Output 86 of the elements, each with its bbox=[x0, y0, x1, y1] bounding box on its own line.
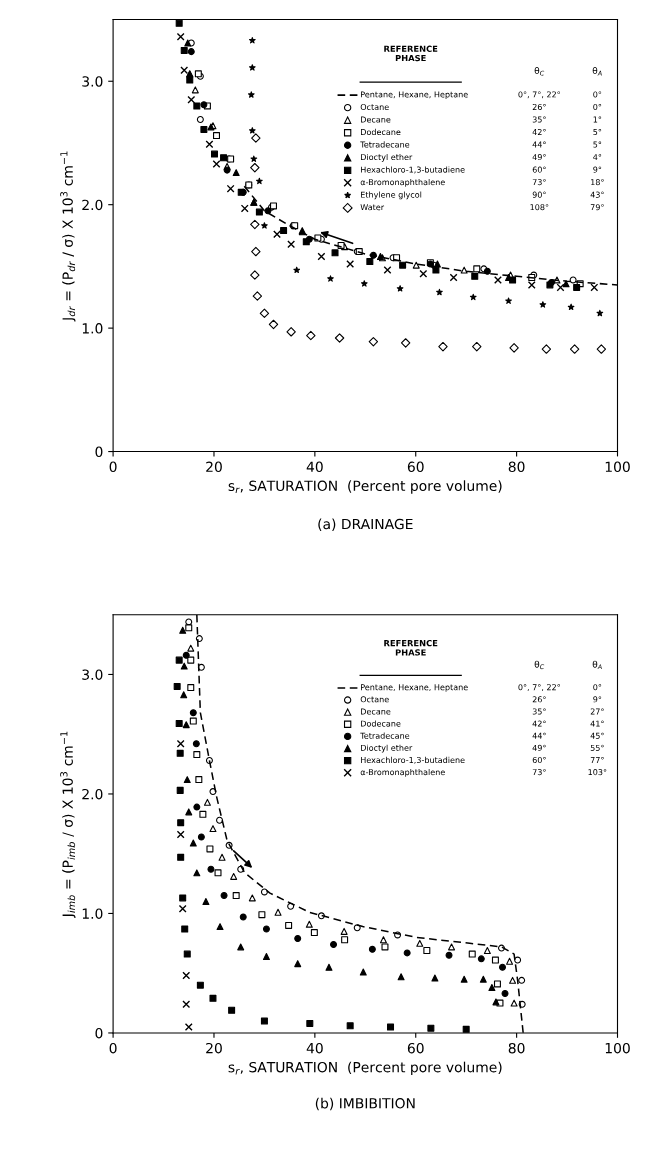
x-axis-title: s$_{r}$, SATURATION (Percent pore volume) bbox=[228, 480, 502, 494]
annotation: θ$_{C}$ bbox=[534, 660, 545, 670]
legend-label: α-Bromonaphthalene bbox=[360, 178, 445, 187]
y-tick-label: 0 bbox=[95, 446, 103, 458]
legend-label: Ethylene glycol bbox=[361, 191, 422, 200]
legend-label: Octane bbox=[360, 696, 389, 703]
annotation: 44° bbox=[532, 141, 546, 148]
text: (b) IMBIBITION bbox=[315, 1097, 415, 1111]
annotation: 27° bbox=[590, 708, 604, 715]
annotation: θ$_{A}$ bbox=[592, 660, 602, 670]
annotation: 9° bbox=[593, 166, 602, 173]
annotation: 49° bbox=[532, 744, 546, 751]
x-tick-label: 0 bbox=[109, 461, 117, 473]
annotation: REFERENCE PHASE bbox=[384, 639, 438, 656]
y-tick-label: 1.0 bbox=[82, 908, 103, 919]
annotation: 77° bbox=[590, 756, 604, 763]
y-tick-label: 3.0 bbox=[82, 76, 103, 87]
annotation: 0° bbox=[593, 91, 602, 98]
annotation: 35° bbox=[532, 116, 546, 123]
text: (a) DRAINAGE bbox=[318, 518, 413, 531]
annotation: 45° bbox=[590, 732, 604, 739]
annotation: 103° bbox=[588, 769, 607, 776]
x-tick-label: 0 bbox=[109, 1042, 117, 1054]
annotation: 79° bbox=[590, 204, 604, 211]
legend-label: Pentane, Hexane, Heptane bbox=[361, 91, 468, 100]
legend-label: Water bbox=[360, 204, 385, 211]
annotation: 90° bbox=[532, 191, 546, 198]
legend-label: Pentane, Hexane, Heptane bbox=[361, 684, 468, 692]
legend-label: Octane bbox=[360, 103, 389, 110]
y-tick-label: 3.0 bbox=[82, 669, 103, 680]
x-tick-label: 60 bbox=[407, 461, 424, 473]
annotation: 26° bbox=[532, 696, 546, 703]
y-tick-label: 0 bbox=[95, 1027, 103, 1039]
annotation: 0° bbox=[593, 684, 602, 691]
annotation: 9° bbox=[593, 696, 602, 703]
legend-label: Decane bbox=[361, 708, 391, 715]
annotation: θ$_{A}$ bbox=[592, 66, 602, 76]
annotation: 42° bbox=[532, 128, 546, 135]
x-tick-label: 40 bbox=[306, 1042, 323, 1054]
legend-label: Dodecane bbox=[361, 128, 401, 136]
annotation: 5° bbox=[593, 141, 602, 148]
annotation: 4° bbox=[593, 154, 602, 160]
annotation: 26° bbox=[532, 103, 546, 110]
annotation: 49° bbox=[532, 154, 546, 161]
annotation: 55° bbox=[590, 744, 604, 751]
legend-label: Decane bbox=[361, 116, 391, 123]
x-tick-label: 20 bbox=[206, 1042, 222, 1054]
annotation: 43° bbox=[590, 191, 604, 198]
legend-label: Hexachloro-1,3-butadiene bbox=[361, 756, 465, 764]
annotation: REFERENCE PHASE bbox=[384, 45, 438, 62]
legend-label: Hexachloro-1,3-butadiene bbox=[361, 166, 465, 174]
x-tick-label: 20 bbox=[206, 461, 222, 473]
x-axis-title: s$_{r}$, SATURATION (Percent pore volume) bbox=[228, 1061, 502, 1076]
y-tick-label: 2.0 bbox=[82, 199, 103, 211]
annotation: 18° bbox=[591, 179, 604, 186]
annotation: 42° bbox=[532, 720, 546, 727]
annotation: 5° bbox=[593, 128, 602, 136]
legend-label: Dioctyl ether bbox=[361, 153, 413, 162]
annotation: 1° bbox=[593, 116, 602, 123]
annotation: θ$_{C}$ bbox=[534, 66, 545, 76]
annotation: 60° bbox=[532, 756, 546, 764]
annotation: 73° bbox=[532, 769, 546, 776]
x-tick-label: 100 bbox=[605, 461, 630, 473]
legend-label: Dioctyl ether bbox=[361, 744, 413, 753]
annotation: 108° bbox=[530, 204, 549, 211]
x-tick-label: 60 bbox=[407, 1042, 424, 1054]
annotation: 0°, 7°, 22° bbox=[518, 91, 560, 99]
x-tick-label: 40 bbox=[306, 461, 323, 473]
legend-label: Tetradecane bbox=[360, 141, 410, 148]
annotation: 73° bbox=[532, 179, 546, 186]
annotation: 41° bbox=[590, 720, 604, 727]
legend-label: Tetradecane bbox=[360, 732, 410, 739]
annotation: 0°, 7°, 22° bbox=[518, 684, 560, 692]
x-tick-label: 80 bbox=[508, 461, 525, 473]
x-tick-label: 80 bbox=[508, 1042, 525, 1054]
legend-label: α-Bromonaphthalene bbox=[360, 768, 445, 777]
legend-label: Dodecane bbox=[361, 720, 401, 727]
y-axis-title: J$_{dr}$ = (P$_{dr}$ / σ) X 10$^{3}$ cm$^{−1}$ bbox=[60, 151, 76, 322]
y-tick-label: 2.0 bbox=[82, 788, 103, 800]
annotation: 44° bbox=[532, 732, 546, 739]
annotation: 60° bbox=[532, 166, 546, 173]
annotation: 0° bbox=[593, 103, 602, 110]
y-axis-title: J$_{imb}$ = (P$_{imb}$ / σ) X 10$^{3}$ cm$^{−1}$ bbox=[60, 731, 76, 919]
x-tick-label: 100 bbox=[605, 1042, 630, 1054]
annotation: 35° bbox=[532, 708, 546, 715]
y-tick-label: 1.0 bbox=[82, 323, 103, 334]
